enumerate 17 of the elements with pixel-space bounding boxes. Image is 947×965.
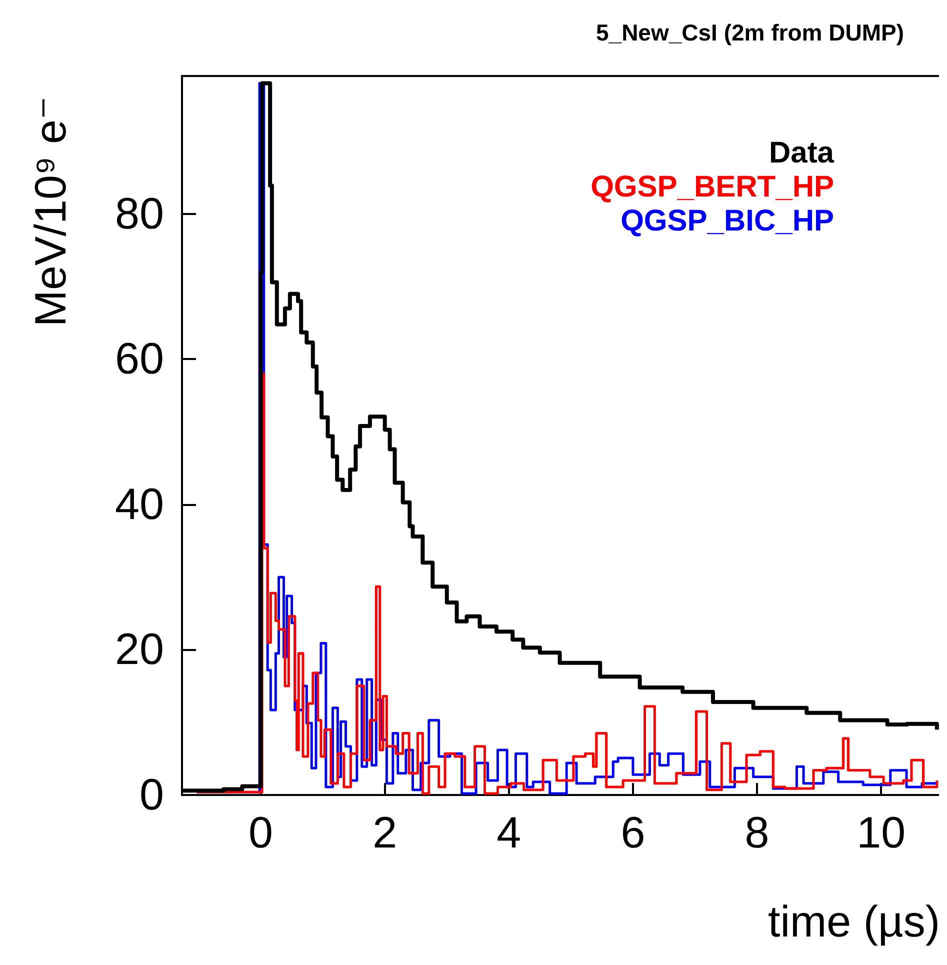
y-tick-label: 60 — [115, 334, 164, 384]
text: QGSP_BIC_HP — [620, 204, 834, 238]
text: Data — [768, 136, 834, 170]
x-tick-label: 0 — [248, 808, 274, 858]
y-axis-title: MeV/10⁹ e⁻ — [26, 96, 76, 327]
x-tick-label: 10 — [856, 808, 906, 858]
y-tick-label: 40 — [115, 480, 164, 529]
y-tick-label: 80 — [115, 189, 164, 238]
x-tick-label: 6 — [620, 808, 646, 858]
x-tick-label: 8 — [744, 808, 770, 858]
chart-title: 5_New_CsI (2m from DUMP) — [596, 20, 904, 46]
y-tick-label: 0 — [140, 770, 164, 820]
x-tick-label: 2 — [372, 808, 398, 858]
x-tick-label: 4 — [496, 808, 522, 858]
text: QGSP_BERT_HP — [590, 170, 834, 204]
x-axis-title: time (µs) — [768, 898, 940, 946]
y-tick-label: 20 — [115, 625, 164, 674]
